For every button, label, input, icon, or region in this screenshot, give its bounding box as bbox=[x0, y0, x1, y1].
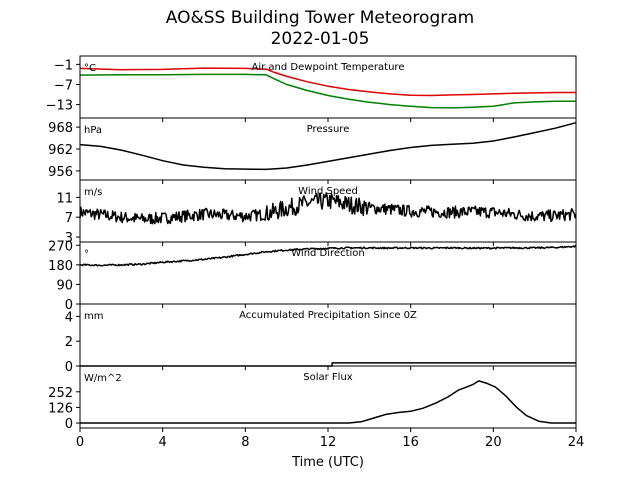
y-tick-label: −1 bbox=[54, 58, 73, 73]
panel-title: Accumulated Precipitation Since 0Z bbox=[239, 310, 417, 321]
series-line-6-1 bbox=[80, 380, 576, 424]
panel-title: Wind Direction bbox=[291, 248, 365, 259]
panel-title: Solar Flux bbox=[303, 372, 353, 383]
y-tick-label: 252 bbox=[48, 386, 73, 401]
y-tick-label: 180 bbox=[48, 259, 73, 274]
y-tick-label: 3 bbox=[65, 231, 73, 246]
y-tick-label: 270 bbox=[48, 239, 73, 254]
x-tick-label: 20 bbox=[485, 435, 502, 450]
panel-title: Pressure bbox=[307, 124, 350, 135]
y-tick-label: 0 bbox=[65, 417, 73, 432]
y-tick-label: −13 bbox=[46, 99, 73, 114]
y-tick-label: 962 bbox=[48, 143, 73, 158]
series-line-3-1 bbox=[79, 192, 577, 225]
y-tick-label: 956 bbox=[48, 165, 73, 180]
series-line-1-1 bbox=[79, 67, 576, 97]
panel-unit: m/s bbox=[84, 187, 102, 198]
panel-title: Wind Speed bbox=[298, 186, 358, 197]
panel-unit: °C bbox=[84, 63, 96, 74]
y-tick-label: 4 bbox=[65, 310, 73, 325]
panel-unit: ° bbox=[84, 249, 89, 260]
x-tick-label: 4 bbox=[159, 435, 167, 450]
x-tick-label: 16 bbox=[402, 435, 419, 450]
x-tick-label: 12 bbox=[320, 435, 337, 450]
figure-subtitle: 2022-01-05 bbox=[270, 29, 370, 49]
y-tick-label: 0 bbox=[65, 298, 73, 313]
panel-unit: hPa bbox=[84, 125, 102, 136]
panel-unit: mm bbox=[84, 311, 103, 322]
y-tick-label: 2 bbox=[65, 335, 73, 350]
figure-title: AO&SS Building Tower Meteorogram bbox=[165, 8, 475, 28]
panel-5: 4 2 0 mm Accumulated Precipitation Since 0Z bbox=[65, 303, 577, 375]
y-tick-label: 968 bbox=[48, 121, 73, 136]
panel-title: Air and Dewpoint Temperature bbox=[252, 62, 405, 73]
y-tick-label: 11 bbox=[56, 191, 73, 206]
panel-unit: W/m^2 bbox=[84, 373, 122, 384]
panel-1: −1 −7 −13 °C Air and Dewpoint Temperature bbox=[46, 55, 577, 122]
panel-3: 11 7 3 m/s Wind Speed bbox=[56, 179, 577, 246]
y-tick-label: 90 bbox=[56, 278, 73, 293]
y-tick-label: 7 bbox=[65, 211, 73, 226]
x-axis-label: Time (UTC) bbox=[291, 455, 364, 470]
panel-2: 968 962 956 hPa Pressure bbox=[48, 117, 577, 184]
y-tick-label: 0 bbox=[65, 360, 73, 375]
series-line-4-1 bbox=[79, 245, 577, 267]
series-line-2-1 bbox=[79, 121, 577, 171]
y-tick-label: −7 bbox=[54, 78, 73, 93]
x-tick-label: 24 bbox=[568, 435, 585, 450]
x-tick-label: 8 bbox=[241, 435, 249, 450]
panel-4: 270 180 90 0 ° Wind Direction bbox=[48, 239, 577, 313]
series-line-1-2 bbox=[79, 73, 576, 109]
y-tick-label: 126 bbox=[48, 401, 73, 416]
x-tick-label: 0 bbox=[76, 435, 84, 450]
